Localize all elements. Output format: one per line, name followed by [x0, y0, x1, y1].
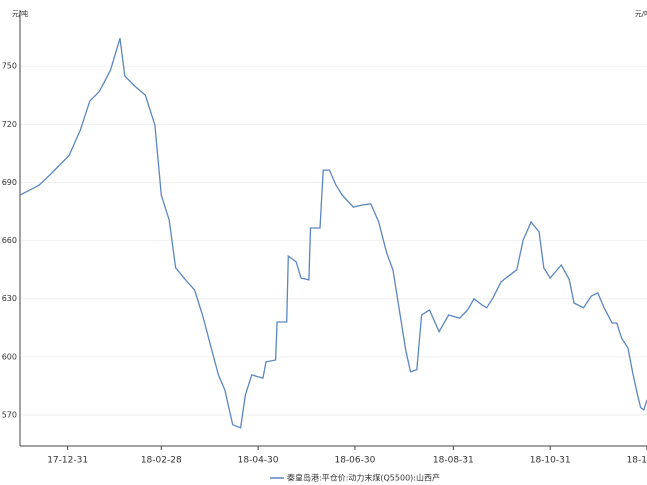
- y-unit-right: 元/吨: [635, 9, 647, 18]
- x-tick-label: 17-12-31: [47, 456, 88, 466]
- line: [19, 38, 647, 429]
- y-tick-label: 570: [2, 410, 17, 419]
- x-tick-label: 18-10-31: [530, 456, 571, 466]
- y-tick-label: 660: [2, 236, 17, 245]
- x-tick-label: 18-06-30: [334, 456, 375, 466]
- legend-label: 秦皇岛港:平仓价:动力末煤(Q5500):山西产: [287, 473, 440, 483]
- x-tick-label: 18-08-31: [433, 456, 474, 466]
- y-tick-label: 630: [2, 294, 17, 303]
- y-tick-label: 720: [2, 120, 17, 129]
- x-tick-label: 18-12-31: [627, 456, 647, 466]
- y-tick-label: 600: [2, 352, 17, 361]
- y-tick-label: 750: [2, 62, 17, 71]
- y-tick-label: 690: [2, 178, 17, 187]
- x-tick-label: 18-02-28: [141, 456, 182, 466]
- x-tick-label: 18-04-30: [238, 456, 279, 466]
